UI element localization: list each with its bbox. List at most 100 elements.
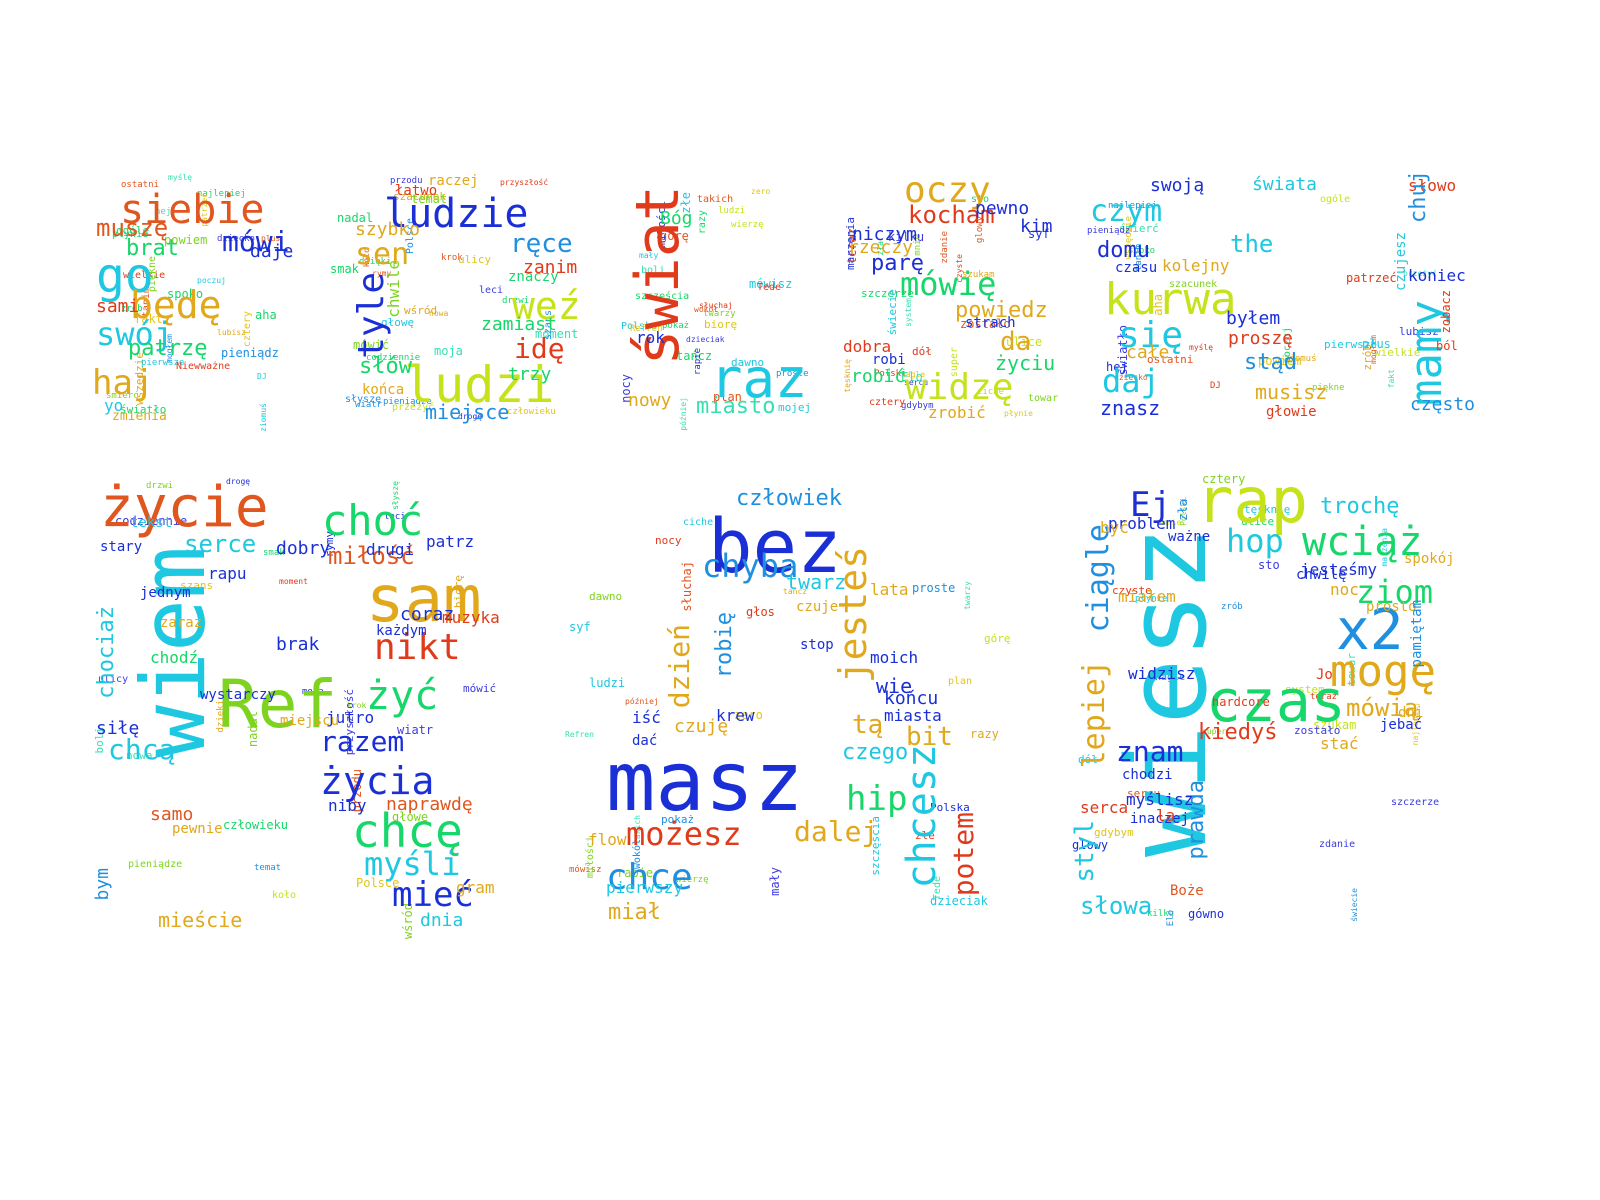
cloud-word: patrzę — [128, 336, 208, 361]
cloud-word: trochę — [1320, 494, 1400, 519]
cloud-word: Ej — [1130, 485, 1171, 525]
cloud-word-small: zero — [751, 187, 771, 196]
cloud-word: świata — [1252, 174, 1318, 195]
cloud-word: trzy — [508, 364, 552, 385]
cloud-word-small: zrób — [121, 304, 143, 314]
cloud-word: niby — [328, 796, 367, 815]
cloud-word-small: światło — [120, 403, 167, 416]
cloud-word-small: później — [679, 397, 688, 431]
cloud-word-small: przeżyć — [1403, 269, 1437, 278]
cloud-word-small: zostało — [1294, 724, 1341, 737]
cloud-word: zamiast — [481, 314, 557, 335]
cloud-word: życie — [100, 475, 269, 540]
cloud-word: widzisz — [1128, 664, 1196, 683]
cloud-word-small: leci — [479, 285, 504, 296]
cloud-word-small: teraz — [1310, 692, 1338, 702]
cloud-word: mówią — [1346, 694, 1419, 722]
cloud-word-small: poczuj — [197, 276, 226, 285]
cloud-word: proszę — [1228, 328, 1294, 349]
cloud-word: spokój — [1404, 551, 1455, 567]
cloud-word-small: płynie — [112, 229, 149, 240]
cloud-word: człowiek — [736, 486, 842, 511]
cloud-word: stać — [1320, 734, 1359, 753]
cloud-word: jesteśmy — [1300, 560, 1378, 579]
cloud-word-small: dziecko — [1114, 373, 1148, 382]
cloud-word: znam — [1116, 735, 1184, 768]
cloud-word: możesz — [626, 815, 742, 853]
cloud-word: muszę — [96, 214, 169, 242]
cloud-word-small: patrzeć — [1346, 271, 1397, 285]
cloud-word-small: wierzę — [676, 875, 709, 885]
cloud-word-small: mówisz — [749, 277, 793, 291]
cloud-word: drugi — [366, 540, 415, 559]
cloud-word: muzyka — [442, 608, 500, 627]
cloud-word-small: boli — [641, 265, 666, 276]
cloud-word: ziom — [1356, 573, 1434, 611]
cloud-word-small: nagle — [901, 370, 926, 379]
cloud-word-small: krok — [347, 701, 367, 710]
cloud-word-small: głowę — [381, 316, 415, 329]
cloud-word-small: hej — [155, 207, 172, 217]
cloud-word: słów — [359, 354, 412, 379]
cloud-word: chcesz — [899, 744, 945, 889]
cloud-word: masz — [606, 735, 804, 830]
cloud-word-small: pieniądz — [221, 346, 279, 360]
cloud-word: myślisz — [1126, 790, 1194, 809]
cloud-word: tą — [852, 710, 884, 740]
cloud-word-small: mówisz — [569, 865, 602, 875]
cloud-word-small: plan — [713, 390, 742, 404]
cloud-word: zanim — [523, 257, 578, 278]
cloud-word: ludzi — [404, 356, 555, 414]
cloud-word-small: dzięki — [359, 257, 392, 267]
cloud-word-small: słuchaj — [699, 301, 733, 310]
cloud-word: problem — [1108, 514, 1176, 533]
cloud-word-small: szczerze — [861, 287, 914, 300]
cloud-word: czujesz — [1393, 232, 1409, 292]
cloud-word-small: system — [1285, 683, 1325, 696]
cloud-word: pewno — [975, 198, 1030, 219]
cloud-word-small: zero — [734, 708, 763, 722]
cloud-word-small: górę — [660, 229, 689, 243]
cloud-word: byłem — [1226, 308, 1281, 329]
cloud-word-small: powiem — [164, 233, 208, 247]
cloud-word-small: mówić — [463, 682, 497, 695]
cloud-word: go — [96, 248, 154, 304]
cloud-word: ból — [1436, 339, 1458, 353]
cloud-word: kurwa — [1104, 274, 1237, 325]
cloud-word: wie — [876, 674, 913, 698]
cloud-word: styl — [1070, 820, 1100, 883]
cloud-word: chwilę — [1296, 567, 1347, 583]
cloud-word: swój — [96, 315, 174, 353]
cloud-word-small: drzwi — [146, 481, 174, 491]
cloud-word-small: temat — [411, 192, 448, 206]
cloud-word: yo — [104, 396, 124, 415]
cloud-word-small: wierzę — [731, 220, 764, 230]
cloud-word: często — [1410, 394, 1476, 415]
cloud-word-small: czyste — [1112, 584, 1152, 597]
cloud-word: choć — [322, 496, 424, 545]
cloud-word-small: najlepiej — [1108, 201, 1157, 211]
cloud-word: robię — [712, 612, 737, 679]
cloud-word: czuje — [796, 599, 839, 615]
cloud-word: daj — [1102, 362, 1160, 400]
cloud-word-small: ziomuś — [1284, 354, 1317, 364]
cloud-word: kiedyś — [1198, 720, 1278, 745]
cloud-word: noc — [1330, 580, 1359, 599]
cloud-word: gówno — [1188, 907, 1225, 921]
cloud-word: dobry — [276, 538, 331, 559]
cloud-word: dobra — [843, 337, 892, 356]
cloud-word-small: biorę — [704, 318, 738, 331]
cloud-word-small: codziennie — [115, 514, 188, 528]
cloud-word-small: sercu — [904, 378, 929, 387]
cloud-word-small: złe — [915, 829, 935, 842]
cloud-word: dzień — [663, 624, 696, 709]
cloud-word: x2 — [1336, 598, 1404, 663]
cloud-word: da — [1000, 327, 1032, 357]
cloud-word-small: temat — [254, 863, 282, 873]
cloud-word-small: wiatr — [355, 400, 383, 410]
cloud-word-small: sercu — [1127, 787, 1161, 800]
cloud-word: chcę — [352, 804, 463, 858]
cloud-word-small: mnie — [1162, 518, 1182, 527]
cloud-word-small: Elo — [901, 370, 923, 384]
cloud-word-small: szczerze — [1391, 797, 1440, 808]
